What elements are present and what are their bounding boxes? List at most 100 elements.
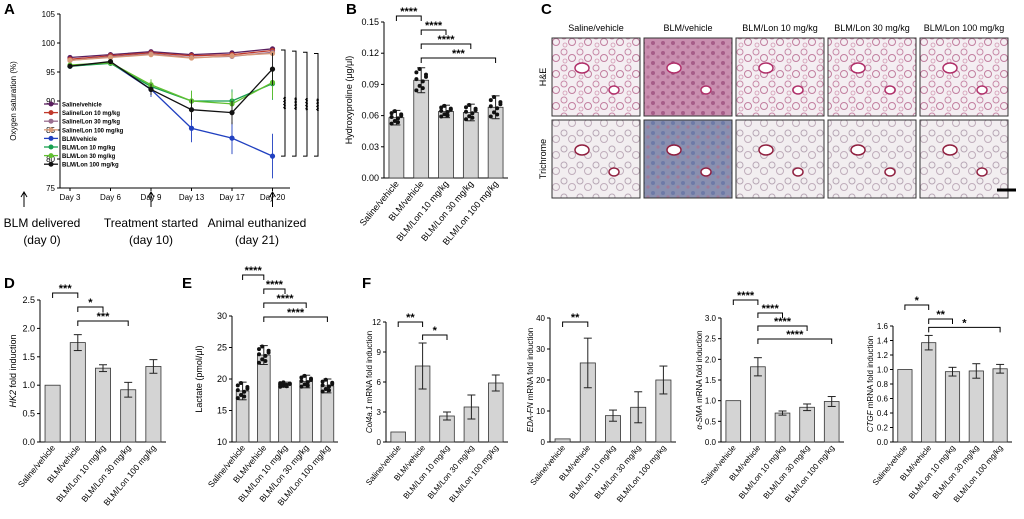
bar (69, 342, 86, 443)
micrograph-image (735, 37, 825, 117)
y-tick-label: 1.0 (22, 380, 35, 390)
data-point (488, 114, 493, 119)
category-label: BLM/Lon 100 mg/kg (615, 444, 668, 505)
micrograph-airway (666, 62, 682, 74)
data-point (448, 106, 453, 111)
legend-label: Saline/Lon 100 mg/kg (62, 128, 124, 134)
data-point (299, 378, 304, 383)
significance-label: **** (774, 316, 792, 328)
y-tick-label: 3.0 (705, 314, 717, 323)
y-axis-label: α-SMA mRNA fold induction (695, 330, 704, 429)
series-point (269, 153, 276, 159)
data-point (245, 385, 250, 390)
micrograph-airway (850, 62, 866, 74)
significance-label: **** (282, 96, 291, 109)
series-point (188, 107, 195, 113)
y-tick-label: 20 (536, 376, 545, 385)
data-point (257, 352, 261, 357)
series-line (69, 62, 273, 102)
series-line (69, 49, 273, 60)
bar (390, 431, 406, 443)
data-point (263, 359, 268, 364)
panel-label-c: C (541, 1, 552, 18)
series-point (148, 52, 154, 58)
bar (725, 400, 742, 443)
significance-bracket (242, 274, 265, 280)
series-point (188, 125, 195, 131)
data-point (302, 382, 307, 387)
data-point (389, 111, 394, 116)
y-tick-label: 100 (42, 39, 56, 48)
bar (488, 382, 504, 443)
data-point (392, 118, 397, 123)
y-tick-label: 10 (536, 407, 545, 416)
y-tick-label: 30 (536, 345, 545, 354)
micrograph-airway (574, 62, 590, 74)
y-tick-label: 0.2 (877, 424, 889, 433)
legend-marker (48, 118, 54, 124)
y-tick-label: 10 (217, 437, 227, 447)
micrograph-image (827, 119, 917, 199)
data-point (439, 105, 444, 110)
y-tick-label: 3 (377, 408, 382, 417)
bar (968, 370, 984, 443)
y-tick-label: 0.03 (361, 142, 379, 152)
significance-bracket (420, 57, 497, 63)
significance-label: **** (762, 303, 780, 315)
significance-label: **** (737, 290, 755, 302)
significance-bracket (420, 43, 472, 49)
legend-marker (48, 101, 54, 107)
significance-bracket (303, 51, 308, 157)
data-point (260, 344, 265, 349)
y-tick-label: 12 (372, 318, 381, 327)
y-tick-label: 95 (46, 68, 55, 77)
data-point (263, 353, 268, 358)
significance-bracket (732, 299, 759, 305)
legend-label: BLM/Lon 10 mg/kg (62, 146, 116, 152)
data-point (445, 113, 450, 118)
data-point (242, 394, 247, 399)
y-tick-label: 0.5 (22, 409, 35, 419)
micrograph-airway (976, 85, 988, 95)
legend-marker (48, 135, 54, 141)
significance-label: * (962, 317, 967, 329)
data-point (309, 376, 313, 381)
bar (388, 117, 405, 179)
y-tick-label: 0.0 (877, 438, 889, 447)
legend-marker (48, 144, 54, 150)
bar (897, 369, 913, 443)
series-point (67, 57, 73, 64)
data-point (495, 106, 500, 111)
annotation-label: Treatment started (104, 216, 198, 230)
data-point (389, 121, 394, 126)
significance-label: ** (571, 312, 580, 324)
data-point (235, 383, 240, 388)
data-point (442, 112, 447, 117)
data-point (495, 112, 500, 117)
significance-label: * (915, 295, 920, 307)
significance-bracket (928, 318, 953, 324)
significance-label: **** (293, 96, 302, 109)
micrograph-airway (850, 144, 866, 156)
y-tick-label: 105 (42, 10, 56, 19)
y-tick-label: 2.0 (22, 323, 35, 333)
annotation-arrowhead (20, 191, 28, 198)
y-axis-label: Lactate (pmol/μl) (194, 345, 204, 412)
micrograph-image (827, 37, 917, 117)
micrograph-image (551, 37, 641, 117)
significance-label: *** (59, 283, 73, 295)
micrograph-airway (666, 144, 682, 156)
data-point (424, 72, 428, 77)
significance-bracket (757, 312, 783, 318)
bar (944, 371, 961, 443)
data-point (464, 109, 468, 114)
y-tick-label: 1.5 (22, 352, 35, 362)
y-tick-label: 30 (217, 311, 227, 321)
data-point (327, 384, 331, 389)
significance-bracket (420, 29, 447, 35)
series-point (269, 66, 276, 72)
y-tick-label: 0.15 (361, 17, 379, 27)
y-tick-label: 0.5 (705, 417, 717, 426)
